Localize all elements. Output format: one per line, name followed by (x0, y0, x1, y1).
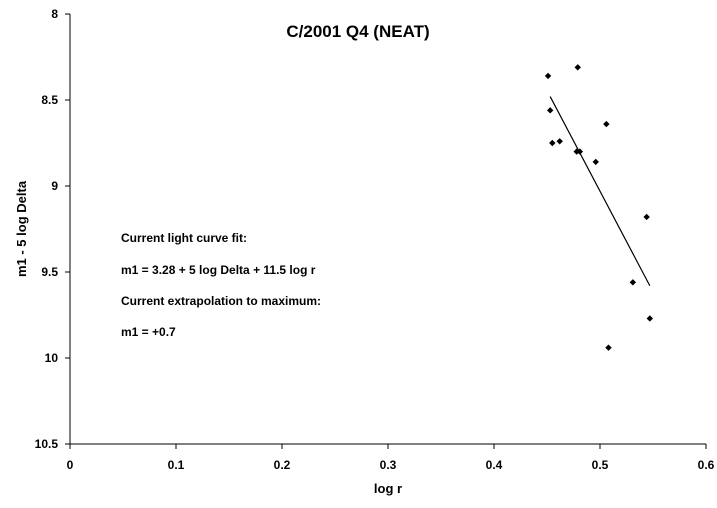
x-tick-label: 0.5 (592, 458, 609, 472)
fit-line-group (549, 96, 651, 287)
fit-line (549, 96, 651, 287)
data-point-10 (629, 279, 637, 286)
x-tick-label: 0.1 (168, 458, 185, 472)
y-tick-label: 9.5 (41, 265, 58, 279)
data-point-1 (546, 107, 554, 114)
annotation-fit-formula: m1 = 3.28 + 5 log Delta + 11.5 log r (121, 263, 316, 277)
y-tick-label: 8 (51, 7, 58, 21)
x-tick-label: 0.2 (274, 458, 291, 472)
data-point-0 (544, 72, 552, 80)
x-tick-label: 0.4 (486, 458, 503, 472)
x-tick-label: 0.6 (698, 458, 715, 472)
y-axis-ticks: 8 8.5 9 9.5 10 10.5 (35, 7, 70, 451)
data-point-6 (576, 148, 584, 155)
data-point-2 (549, 139, 556, 147)
annotation-extrapolation-heading: Current extrapolation to maximum: (121, 294, 321, 308)
x-axis-ticks: 0 0.1 0.2 0.3 0.4 0.5 0.6 (67, 444, 715, 472)
y-tick-label: 10 (45, 351, 59, 365)
data-point-12 (646, 315, 654, 322)
data-point-9 (605, 344, 612, 351)
data-point-11 (643, 213, 650, 221)
chart-title: C/2001 Q4 (NEAT) (286, 22, 429, 41)
x-axis-title: log r (374, 481, 402, 496)
x-tick-label: 0.3 (380, 458, 397, 472)
data-point-8 (603, 120, 610, 128)
y-tick-label: 9 (51, 179, 58, 193)
y-tick-label: 8.5 (41, 93, 58, 107)
data-point-3 (556, 138, 563, 145)
annotation-extrapolation-value: m1 = +0.7 (121, 325, 176, 339)
plot-area (69, 14, 706, 445)
y-tick-label: 10.5 (35, 437, 59, 451)
data-points (544, 64, 654, 351)
y-axis-title: m1 - 5 log Delta (14, 180, 29, 277)
data-point-7 (592, 158, 599, 166)
x-tick-label: 0 (67, 458, 74, 472)
data-point-5 (574, 64, 581, 71)
annotation-fit-heading: Current light curve fit: (121, 231, 247, 245)
